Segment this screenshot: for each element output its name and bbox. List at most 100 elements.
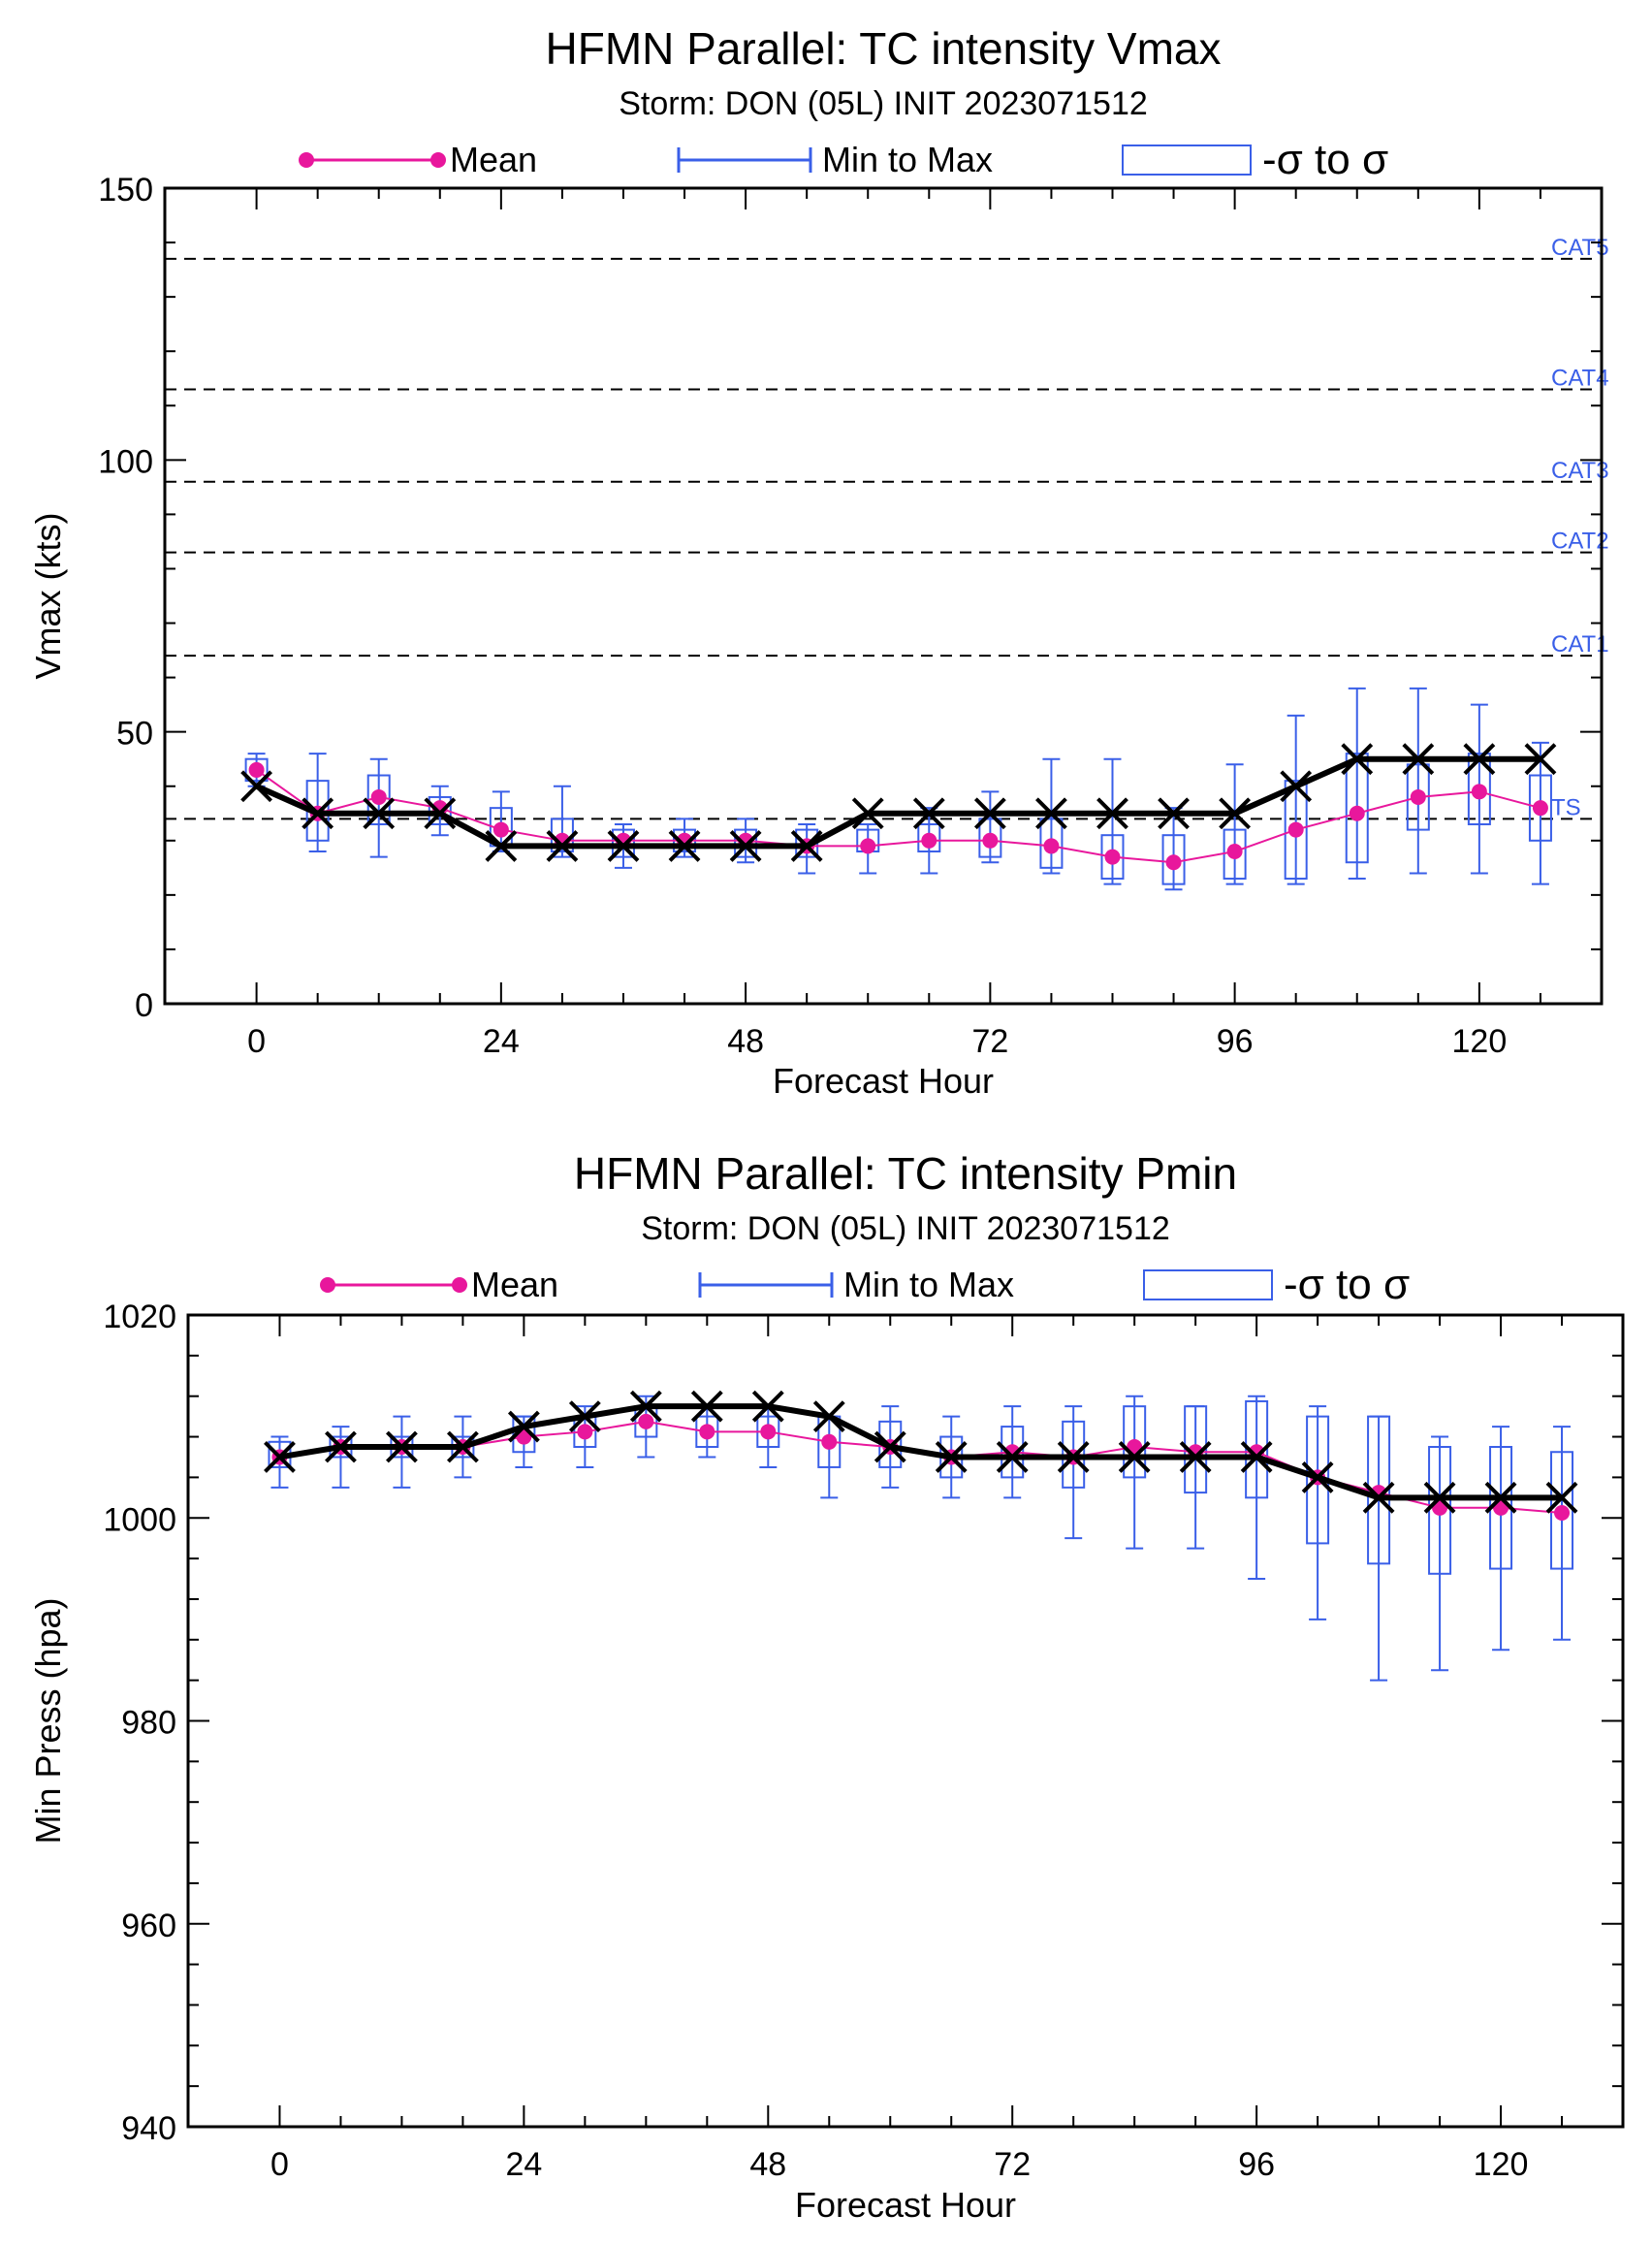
x-tick-label: 72	[994, 2146, 1031, 2183]
sigma-box	[244, 757, 269, 783]
x-axis-label: Forecast Hour	[773, 1061, 994, 1101]
x-tick-label: 48	[727, 1023, 764, 1060]
reference-label: CAT3	[1551, 458, 1609, 484]
legend-mean-label: Mean	[450, 140, 537, 179]
sigma-box	[512, 1415, 536, 1454]
y-tick-label: 50	[116, 716, 153, 753]
mean-point	[921, 832, 937, 849]
mean-point	[1554, 1505, 1571, 1522]
mean-point	[1410, 788, 1426, 805]
baseline-marker	[264, 1441, 296, 1473]
baseline-marker	[1423, 1481, 1456, 1514]
mean-point	[1287, 821, 1304, 838]
sigma-box	[917, 822, 941, 853]
mean-point	[1104, 849, 1121, 865]
y-tick-label: 0	[135, 987, 153, 1024]
baseline-marker	[729, 829, 762, 862]
mean-point	[577, 1424, 593, 1440]
legend: Mean Min to Max -σ to σ	[320, 1261, 1410, 1308]
sigma-box	[978, 818, 1002, 858]
mean-point	[248, 761, 265, 778]
mean-point	[638, 1413, 654, 1429]
baseline-marker	[568, 1400, 601, 1433]
baseline-marker	[424, 797, 457, 830]
x-tick-label: 96	[1238, 2146, 1275, 2183]
baseline-marker	[325, 1430, 357, 1463]
baseline-marker	[1301, 1460, 1334, 1493]
baseline-marker	[240, 770, 273, 803]
legend-sigma-label: -σ to σ	[1284, 1261, 1410, 1308]
reference-label: CAT2	[1551, 529, 1609, 555]
mean-line	[256, 769, 1541, 864]
y-tick-label: 1000	[103, 1501, 176, 1538]
legend-mean-marker	[430, 152, 446, 168]
legend-minmax-label: Min to Max	[822, 140, 993, 179]
reference-label: CAT1	[1551, 631, 1609, 658]
mean-point	[982, 832, 999, 849]
x-tick-label: 24	[505, 2146, 542, 2183]
sigma-box	[1528, 774, 1552, 842]
legend-sigma-box	[1122, 144, 1252, 176]
baseline-marker	[690, 1390, 723, 1423]
baseline-marker	[1096, 797, 1128, 830]
y-axis-label: Min Press (hpa)	[28, 1597, 68, 1844]
reference-label: TS	[1551, 794, 1581, 820]
reference-label: CAT4	[1551, 365, 1609, 391]
sigma-box	[1467, 753, 1491, 825]
baseline-marker	[1240, 1441, 1273, 1473]
chart-subtitle: Storm: DON (05L) INIT 2023071512	[619, 85, 1148, 122]
x-tick-label: 48	[749, 2146, 786, 2183]
x-axis-label: Forecast Hour	[795, 2185, 1016, 2225]
x-tick-label: 120	[1474, 2146, 1529, 2183]
x-tick-label: 96	[1217, 1023, 1254, 1060]
baseline-marker	[546, 829, 579, 862]
x-tick-label: 0	[247, 1023, 266, 1060]
baseline-marker	[751, 1390, 784, 1423]
y-tick-label: 150	[98, 172, 153, 209]
mean-point	[1165, 854, 1182, 871]
y-tick-label: 100	[98, 443, 153, 480]
baseline-line	[278, 1403, 1563, 1501]
sigma-box	[1245, 1399, 1269, 1499]
baseline-marker	[386, 1430, 418, 1463]
reference-label: CAT5	[1551, 235, 1609, 261]
baseline-marker	[1035, 797, 1067, 830]
baseline-marker	[485, 829, 518, 862]
legend-mean-label: Mean	[471, 1265, 558, 1304]
legend-sigma-label: -σ to σ	[1262, 136, 1388, 183]
chart-title: HFMN Parallel: TC intensity Pmin	[574, 1148, 1237, 1199]
mean-point	[1349, 805, 1365, 821]
baseline-marker	[446, 1430, 479, 1463]
baseline-marker	[363, 797, 396, 830]
baseline-marker	[668, 829, 701, 862]
baseline-marker	[1402, 743, 1435, 776]
y-tick-label: 960	[121, 1908, 176, 1944]
mean-point	[1532, 800, 1548, 817]
baseline-marker	[1118, 1441, 1151, 1473]
baseline-marker	[1341, 743, 1374, 776]
baseline-marker	[874, 1430, 906, 1463]
mean-point	[370, 788, 387, 805]
baseline-marker	[1179, 1441, 1212, 1473]
sigma-box	[1123, 1405, 1147, 1479]
baseline-marker	[1545, 1481, 1578, 1514]
y-axis-label: Vmax (kts)	[28, 512, 68, 679]
mean-point	[760, 1424, 777, 1440]
baseline-marker	[1484, 1481, 1517, 1514]
y-tick-label: 1020	[103, 1299, 176, 1335]
sigma-box	[1184, 1405, 1208, 1494]
legend-mean-marker	[452, 1277, 467, 1293]
plot-frame	[163, 186, 1604, 1006]
baseline-marker	[629, 1390, 662, 1423]
legend-mean-marker	[320, 1277, 335, 1293]
baseline-marker	[851, 797, 884, 830]
chart-title: HFMN Parallel: TC intensity Vmax	[546, 23, 1222, 74]
mean-point	[1043, 838, 1060, 854]
baseline-marker	[1280, 770, 1313, 803]
mean-point	[860, 838, 876, 854]
legend-mean-marker	[299, 152, 314, 168]
mean-point	[1226, 844, 1243, 860]
x-tick-label: 0	[270, 2146, 289, 2183]
x-tick-label: 24	[483, 1023, 520, 1060]
baseline-marker	[607, 829, 640, 862]
